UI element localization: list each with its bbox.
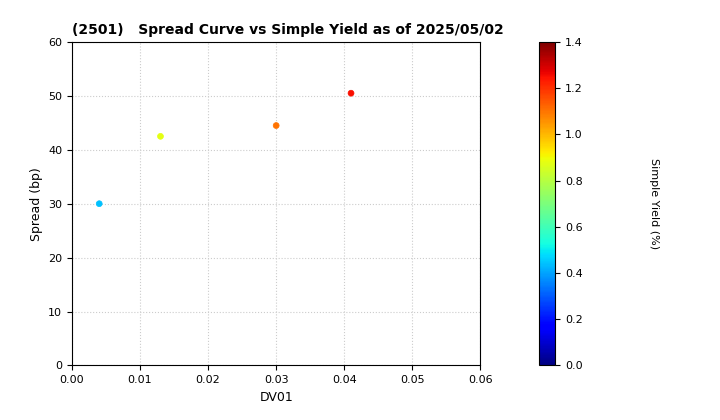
Text: (2501)   Spread Curve vs Simple Yield as of 2025/05/02: (2501) Spread Curve vs Simple Yield as o… (72, 23, 504, 37)
Y-axis label: Simple Yield (%): Simple Yield (%) (649, 158, 659, 249)
Point (346, 90, 357, 97)
X-axis label: DV01: DV01 (259, 391, 293, 404)
Point (271, 122, 282, 129)
Y-axis label: Spread (bp): Spread (bp) (30, 167, 42, 241)
Point (94, 200, 105, 207)
Point (155, 133, 166, 140)
